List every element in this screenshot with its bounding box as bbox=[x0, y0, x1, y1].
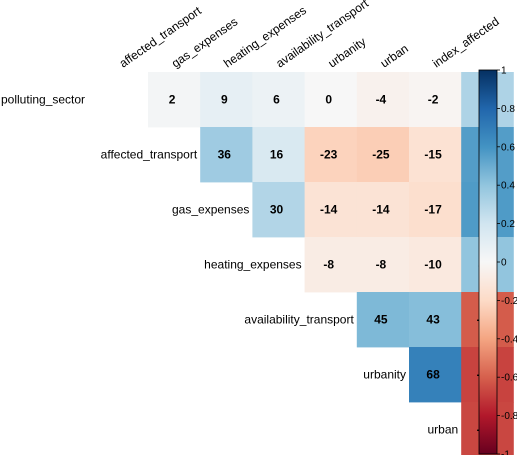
cell-value-label: -23 bbox=[320, 148, 338, 162]
cell-value-label: 45 bbox=[374, 313, 388, 327]
row-label: urban bbox=[427, 423, 458, 437]
row-label: heating_expenses bbox=[204, 258, 301, 272]
row-label: urbanity bbox=[363, 368, 406, 382]
heatmap-cell bbox=[200, 72, 253, 128]
heatmap-cell bbox=[304, 182, 358, 238]
heatmap-cell bbox=[409, 292, 462, 348]
row-label: gas_expenses bbox=[172, 203, 249, 217]
cell-value-label: -25 bbox=[372, 148, 390, 162]
row-labels: polluting_sector affected_transport gas_ex… bbox=[1, 93, 458, 437]
row-label: affected_transport bbox=[101, 148, 198, 162]
heatmap-cell bbox=[409, 72, 462, 128]
cell-value-label: 0 bbox=[325, 93, 332, 107]
heatmap-cell bbox=[409, 182, 462, 238]
cell-value-label: 6 bbox=[273, 93, 280, 107]
heatmap-cell bbox=[252, 127, 305, 183]
heatmap-cell bbox=[252, 72, 305, 128]
column-label: index_affected bbox=[430, 14, 502, 70]
cell-value-label: 16 bbox=[270, 148, 284, 162]
cell-value-label: -4 bbox=[376, 93, 387, 107]
colorbar-tick-label: -0.2 bbox=[501, 296, 517, 307]
heatmap-cell bbox=[356, 182, 410, 238]
cell-value-label: 68 bbox=[426, 368, 440, 382]
column-labels: affected_transportgas_expensesheating_ex… bbox=[117, 0, 502, 70]
colorbar-tick-label: 0.4 bbox=[501, 181, 515, 192]
heatmap-cell bbox=[148, 72, 201, 128]
cell-value-label: 43 bbox=[426, 313, 440, 327]
cell-value-label: -14 bbox=[320, 203, 338, 217]
cell-value-label: -10 bbox=[424, 258, 442, 272]
heatmap-cell bbox=[304, 72, 358, 128]
cell-value-label: -8 bbox=[323, 258, 334, 272]
heatmap-cell bbox=[356, 237, 410, 293]
heatmap-cell bbox=[200, 127, 253, 183]
heatmap-cell bbox=[356, 72, 410, 128]
heatmap-cell bbox=[252, 182, 305, 238]
cell-value-label: 2 bbox=[169, 93, 176, 107]
cell-value-label: -8 bbox=[376, 258, 387, 272]
cell-value-label: -14 bbox=[372, 203, 390, 217]
colorbar-tick-label: -0.8 bbox=[501, 411, 517, 422]
heatmap-cell bbox=[356, 127, 410, 183]
cell-value-label: -2 bbox=[428, 93, 439, 107]
colorbar-tick-label: -1 bbox=[501, 450, 510, 455]
colorbar-tick-label: -0.4 bbox=[501, 334, 517, 345]
heatmap-cell bbox=[409, 237, 462, 293]
colorbar-tick-label: 0.6 bbox=[501, 142, 515, 153]
column-label: urbanity bbox=[325, 34, 368, 70]
colorbar-tick-label: -0.6 bbox=[501, 373, 517, 384]
cell-value-label: 9 bbox=[221, 93, 228, 107]
column-label: availability_transport bbox=[273, 0, 371, 70]
row-label: availability_transport bbox=[244, 313, 354, 327]
row-label: polluting_sector bbox=[1, 93, 85, 107]
cell-value-label: 30 bbox=[270, 203, 284, 217]
cell-value-label: -15 bbox=[424, 148, 442, 162]
colorbar-tick-label: 0.8 bbox=[501, 104, 515, 115]
colorbar-tick-label: 0.2 bbox=[501, 219, 515, 230]
heatmap-cell bbox=[409, 127, 462, 183]
heatmap-cell bbox=[304, 237, 358, 293]
column-label: urban bbox=[378, 41, 411, 70]
cell-value-label: -17 bbox=[424, 203, 442, 217]
colorbar-gradient bbox=[478, 69, 498, 455]
cell-value-label: 36 bbox=[218, 148, 232, 162]
colorbar-tick-label: 1 bbox=[501, 66, 507, 77]
column-label: heating_expenses bbox=[221, 3, 309, 70]
colorbar-tick-label: 0 bbox=[501, 258, 507, 269]
heatmap-cell bbox=[409, 347, 462, 403]
heatmap-cell bbox=[304, 127, 358, 183]
heatmap-cell bbox=[356, 292, 410, 348]
colorbar: -1 -0.8 -0.6 -0.4 -0.2 0 0.2 0.4 0.6 0.8 1 bbox=[478, 66, 517, 455]
